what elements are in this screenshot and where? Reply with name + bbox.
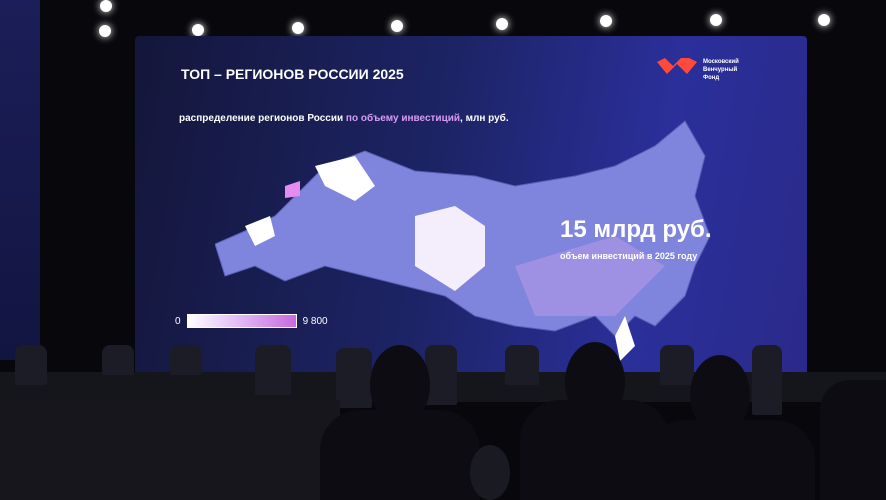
headline-caption: объем инвестиций в 2025 году [560, 251, 698, 261]
logo-icon [657, 58, 697, 74]
legend-gradient [186, 314, 297, 328]
logo: Московский Венчурный Фонд [657, 58, 753, 82]
headline-value: 15 млрд руб. [560, 216, 712, 243]
map-legend: 0 9 800 [175, 314, 328, 328]
presentation-screen: ТОП – РЕГИОНОВ РОССИИ 2025 Московский Ве… [135, 36, 807, 376]
slide-title: ТОП – РЕГИОНОВ РОССИИ 2025 [181, 66, 404, 82]
side-screen [0, 0, 40, 360]
slide-subtitle: распределение регионов России по объему … [179, 113, 509, 124]
ceiling-lights [0, 0, 886, 37]
russia-map [215, 120, 711, 361]
